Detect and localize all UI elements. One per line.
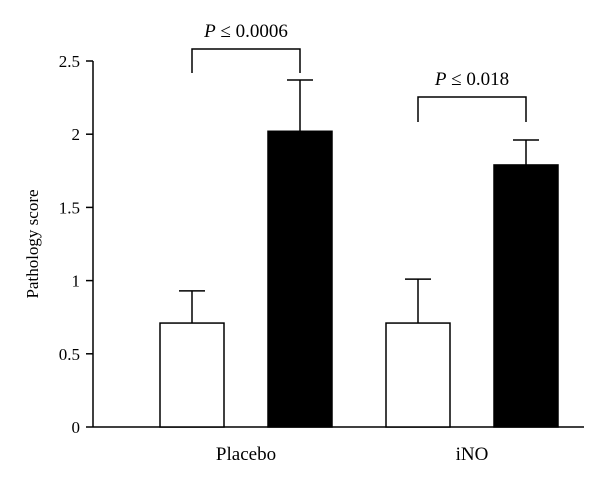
- y-tick-label: 2.5: [59, 52, 80, 71]
- bar-placebo-open: [159, 322, 225, 428]
- y-tick-label: 0: [72, 418, 81, 437]
- bar-placebo-filled: [267, 130, 333, 428]
- x-tick-label: iNO: [456, 444, 489, 465]
- p-value-label: P ≤ 0.0006: [203, 21, 288, 42]
- y-tick-label: 0.5: [59, 345, 80, 364]
- y-tick-label: 1: [72, 272, 81, 291]
- x-tick-label: Placebo: [216, 444, 276, 465]
- y-axis-label: Pathology score: [23, 189, 42, 298]
- significance-annotations: P ≤ 0.0006 P ≤ 0.018: [191, 21, 527, 122]
- y-tick-label: 1.5: [59, 198, 80, 217]
- bars: [159, 79, 559, 428]
- significance-bracket: [191, 48, 301, 73]
- y-tick-label: 2: [72, 125, 81, 144]
- bar-ino-filled: [493, 164, 559, 428]
- significance-bracket: [417, 96, 527, 122]
- p-value-label: P ≤ 0.018: [434, 69, 509, 90]
- bar-ino-open: [385, 322, 451, 428]
